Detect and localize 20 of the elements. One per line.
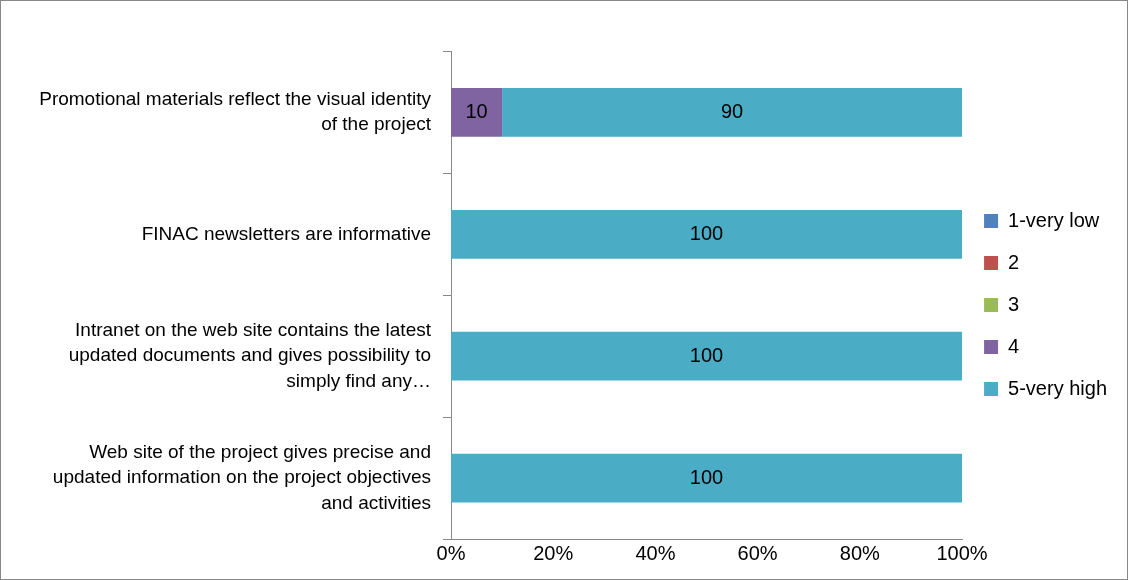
data-label: 10 <box>465 99 488 122</box>
x-tick-label: 20% <box>533 541 574 564</box>
y-tick-label: Promotional materials reflect the visual identity of the project <box>39 87 432 135</box>
legend-label: 3 <box>1008 292 1020 315</box>
y-tick-label: Intranet on the web site contains the latest updated documents and gives possibility to simply find any… <box>68 318 432 392</box>
data-label: 100 <box>689 465 724 488</box>
data-label: 100 <box>689 343 724 366</box>
legend-label: 2 <box>1008 250 1020 273</box>
x-tick-label: 40% <box>635 541 676 564</box>
legend-label: 1-very low <box>1008 208 1100 231</box>
x-tick-label: 0% <box>436 541 466 564</box>
x-tick-label: 100% <box>936 541 988 564</box>
x-tick-label: 80% <box>839 541 881 564</box>
legend-label: 4 <box>1008 334 1020 357</box>
y-tick-label: Web site of the project gives precise and updated information on the project objectives and activities <box>52 440 431 513</box>
data-label: 90 <box>720 99 744 122</box>
x-tick-label: 60% <box>737 541 778 564</box>
data-label: 100 <box>689 221 724 244</box>
y-tick-label: FINAC newsletters are informative <box>141 222 431 244</box>
legend-label: 5-very high <box>1008 376 1107 399</box>
